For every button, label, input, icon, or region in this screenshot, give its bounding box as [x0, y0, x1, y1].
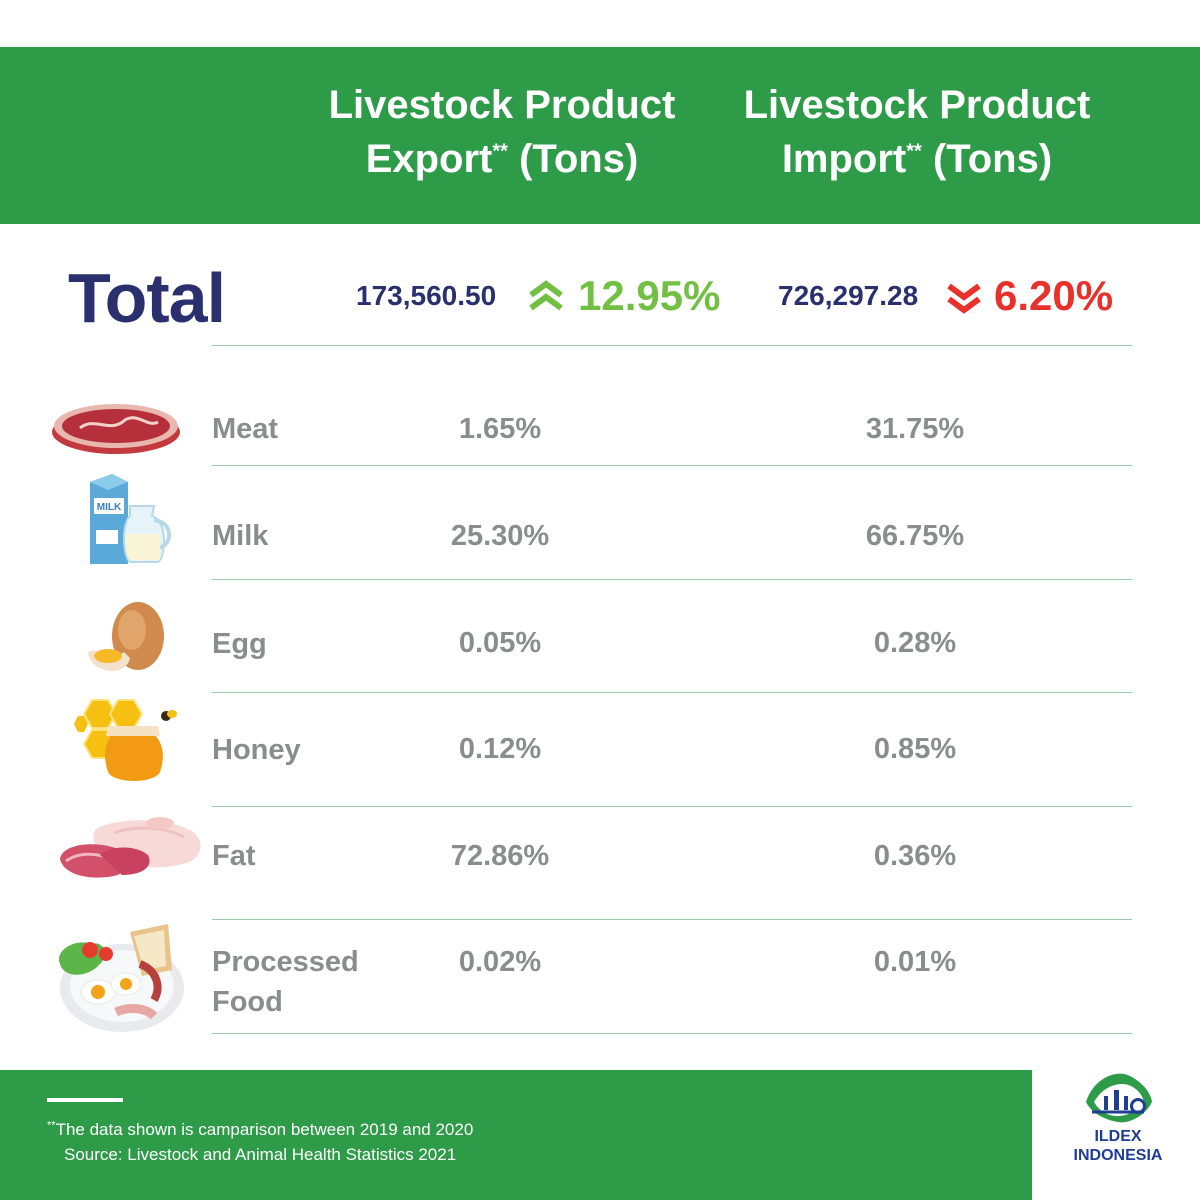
row-label-processed-food: Processed Food — [212, 942, 359, 1022]
logo-line1: ILDEX — [1094, 1128, 1142, 1145]
egg-import-share: 0.28% — [873, 627, 957, 659]
processed-food-import-share: 0.01% — [873, 946, 957, 978]
row-label-meat: Meat — [212, 413, 279, 445]
meat-icon — [52, 404, 180, 454]
milk-export-share: 25.30% — [450, 520, 550, 552]
divider — [212, 692, 1132, 693]
divider — [212, 345, 1132, 346]
total-export-value: 173,560.50 — [356, 280, 497, 311]
milk-icon: MILK — [90, 474, 171, 564]
footnote-marker: ** — [47, 1119, 56, 1132]
export-header-line2: Export** (Tons) — [365, 137, 639, 181]
logo-line2: INDONESIA — [1073, 1147, 1163, 1164]
footnote: **The data shown is camparison between 2… — [47, 1117, 473, 1167]
divider — [212, 1033, 1132, 1034]
ildex-logo-icon — [1086, 1073, 1152, 1123]
export-column-header: Livestock Product Export** (Tons) — [322, 78, 682, 186]
total-import-change: 6.20% — [994, 272, 1114, 319]
import-header-line2: Import** (Tons) — [781, 137, 1053, 181]
source-text: Source: Livestock and Animal Health Stat… — [64, 1145, 457, 1164]
import-column-header: Livestock Product Import** (Tons) — [737, 78, 1097, 186]
row-label-egg: Egg — [212, 628, 267, 660]
fat-export-share: 72.86% — [450, 840, 550, 872]
footnote-marker: ** — [492, 140, 508, 163]
row-label-fat: Fat — [212, 840, 256, 872]
meat-export-share: 1.65% — [458, 413, 542, 445]
arrow-down-icon — [947, 283, 981, 314]
egg-export-share: 0.05% — [458, 627, 542, 659]
divider — [212, 919, 1132, 920]
milk-import-share: 66.75% — [865, 520, 965, 552]
divider — [212, 465, 1132, 466]
row-label-milk: Milk — [212, 520, 269, 552]
divider — [212, 806, 1132, 807]
honey-icon — [74, 699, 177, 781]
footer-banner — [0, 1070, 1032, 1200]
total-label: Total — [68, 259, 226, 337]
egg-icon — [88, 602, 164, 671]
row-label-honey: Honey — [212, 734, 301, 766]
honey-import-share: 0.85% — [873, 733, 957, 765]
arrow-up-icon — [529, 280, 563, 311]
export-header-line1: Livestock Product — [328, 83, 676, 127]
footnote-text: The data shown is camparison between 201… — [55, 1120, 474, 1139]
divider — [212, 579, 1132, 580]
honey-export-share: 0.12% — [458, 733, 542, 765]
meat-import-share: 31.75% — [865, 413, 965, 445]
ildex-logo-text: ILDEX INDONESIA — [1068, 1127, 1168, 1165]
total-export-change: 12.95% — [578, 272, 721, 319]
fat-icon — [60, 817, 201, 878]
total-import-value: 726,297.28 — [778, 280, 919, 311]
footer-accent-bar — [47, 1098, 123, 1102]
row-label-processed-line1: Processed — [212, 946, 359, 978]
row-label-processed-line2: Food — [212, 986, 283, 1018]
milk-carton-text: MILK — [97, 502, 122, 513]
header-banner — [0, 47, 1200, 224]
import-header-line1: Livestock Product — [743, 83, 1091, 127]
fat-import-share: 0.36% — [873, 840, 957, 872]
footnote-marker: ** — [906, 140, 922, 163]
processed-food-export-share: 0.02% — [458, 946, 542, 978]
processed-food-icon — [58, 924, 184, 1032]
